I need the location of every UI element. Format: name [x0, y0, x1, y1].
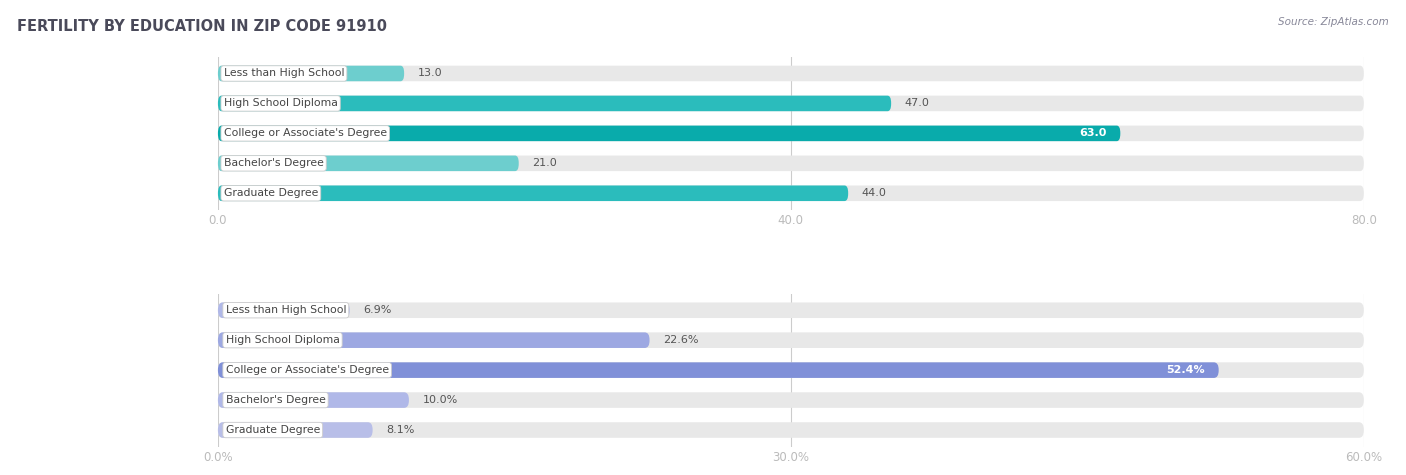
- FancyBboxPatch shape: [218, 185, 848, 201]
- Text: 8.1%: 8.1%: [387, 425, 415, 435]
- FancyBboxPatch shape: [218, 362, 1219, 378]
- FancyBboxPatch shape: [218, 332, 1364, 348]
- FancyBboxPatch shape: [218, 95, 1364, 111]
- Text: College or Associate's Degree: College or Associate's Degree: [225, 365, 388, 375]
- Text: Bachelor's Degree: Bachelor's Degree: [225, 395, 325, 405]
- FancyBboxPatch shape: [218, 66, 1364, 81]
- Text: Graduate Degree: Graduate Degree: [225, 425, 321, 435]
- FancyBboxPatch shape: [218, 392, 409, 408]
- FancyBboxPatch shape: [218, 66, 404, 81]
- Text: 44.0: 44.0: [862, 188, 887, 198]
- Text: 6.9%: 6.9%: [364, 305, 392, 315]
- Text: 22.6%: 22.6%: [664, 335, 699, 345]
- Text: 21.0: 21.0: [533, 158, 557, 168]
- Text: 47.0: 47.0: [905, 98, 929, 108]
- FancyBboxPatch shape: [218, 422, 373, 438]
- Text: Graduate Degree: Graduate Degree: [224, 188, 318, 198]
- FancyBboxPatch shape: [218, 185, 1364, 201]
- FancyBboxPatch shape: [218, 332, 650, 348]
- Text: 13.0: 13.0: [418, 68, 443, 78]
- FancyBboxPatch shape: [218, 125, 1121, 141]
- Text: 10.0%: 10.0%: [423, 395, 458, 405]
- FancyBboxPatch shape: [218, 155, 1364, 171]
- Text: 63.0: 63.0: [1080, 128, 1107, 138]
- Text: Source: ZipAtlas.com: Source: ZipAtlas.com: [1278, 17, 1389, 27]
- FancyBboxPatch shape: [218, 392, 1364, 408]
- Text: Less than High School: Less than High School: [224, 68, 344, 78]
- Text: High School Diploma: High School Diploma: [225, 335, 339, 345]
- FancyBboxPatch shape: [218, 155, 519, 171]
- Text: 52.4%: 52.4%: [1167, 365, 1205, 375]
- Text: Bachelor's Degree: Bachelor's Degree: [224, 158, 323, 168]
- FancyBboxPatch shape: [218, 422, 1364, 438]
- FancyBboxPatch shape: [218, 362, 1364, 378]
- Text: High School Diploma: High School Diploma: [224, 98, 337, 108]
- Text: FERTILITY BY EDUCATION IN ZIP CODE 91910: FERTILITY BY EDUCATION IN ZIP CODE 91910: [17, 19, 387, 34]
- FancyBboxPatch shape: [218, 125, 1364, 141]
- Text: College or Associate's Degree: College or Associate's Degree: [224, 128, 387, 138]
- FancyBboxPatch shape: [218, 303, 1364, 318]
- FancyBboxPatch shape: [218, 95, 891, 111]
- FancyBboxPatch shape: [218, 303, 350, 318]
- Text: Less than High School: Less than High School: [225, 305, 346, 315]
